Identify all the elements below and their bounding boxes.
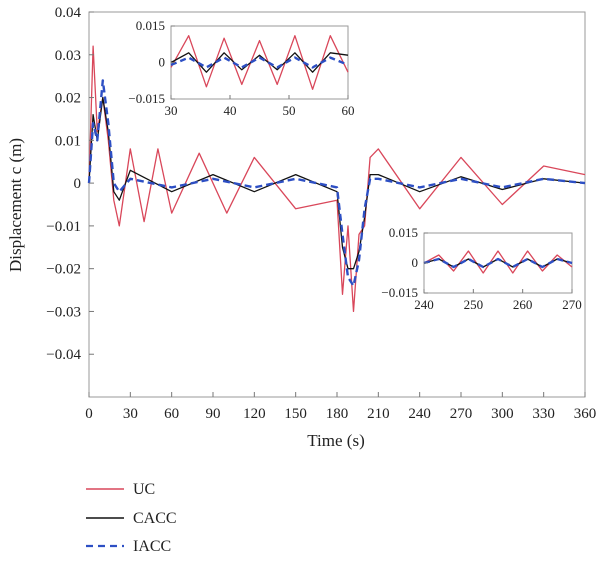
x-tick-label: 300 bbox=[491, 406, 514, 422]
y-tick-label: −0.04 bbox=[46, 347, 81, 363]
x-tick-label: 120 bbox=[243, 406, 266, 422]
x-axis-title: Time (s) bbox=[307, 431, 364, 450]
x-tick-label: 240 bbox=[408, 406, 431, 422]
x-tick-label: 270 bbox=[450, 406, 473, 422]
inset-x-tick-label: 240 bbox=[414, 297, 434, 312]
inset-x-tick-label: 40 bbox=[224, 103, 237, 118]
y-tick-label: 0.04 bbox=[55, 5, 82, 21]
inset-series-line-uc bbox=[423, 250, 573, 274]
inset-y-tick-label: −0.015 bbox=[128, 91, 165, 106]
inset-x-tick-label: 250 bbox=[464, 297, 484, 312]
inset-frame bbox=[170, 25, 349, 100]
inset-x-tick-label: 270 bbox=[562, 297, 582, 312]
inset-series-line-uc bbox=[170, 35, 349, 90]
x-tick-label: 360 bbox=[574, 406, 597, 422]
y-tick-label: −0.03 bbox=[46, 304, 81, 320]
x-tick-label: 180 bbox=[326, 406, 349, 422]
inset-series-line-iacc bbox=[423, 257, 573, 269]
legend-label-cacc: CACC bbox=[133, 510, 177, 527]
legend-item-uc: UC bbox=[86, 481, 155, 498]
legend-label-uc: UC bbox=[133, 481, 155, 498]
inset-240-270: 240 250 260 270 0.015 0 −0.015 bbox=[381, 225, 581, 312]
y-tick-label: 0.01 bbox=[55, 133, 81, 149]
inset-y-tick-label: 0.015 bbox=[136, 18, 165, 33]
x-tick-label: 210 bbox=[367, 406, 390, 422]
legend-label-iacc: IACC bbox=[133, 538, 171, 555]
y-tick-label: −0.01 bbox=[46, 219, 81, 235]
y-tick-label: 0 bbox=[74, 176, 82, 192]
inset-x-tick-label: 30 bbox=[165, 103, 178, 118]
y-tick-label: 0.02 bbox=[55, 91, 81, 107]
y-tick-label: −0.02 bbox=[46, 262, 81, 278]
y-axis-title: Displacement c (m) bbox=[6, 138, 25, 272]
axes-layer: 0 30 60 90 120 150 180 210 240 270 300 330 3600.040.… bbox=[46, 5, 596, 422]
inset-30-60: 30 40 50 60 0.015 0 −0.015 bbox=[128, 18, 354, 118]
x-tick-label: 30 bbox=[123, 406, 138, 422]
inset-y-tick-label: −0.015 bbox=[381, 285, 418, 300]
inset-x-tick-label: 260 bbox=[513, 297, 533, 312]
series-layer bbox=[87, 45, 586, 313]
inset-series-line-cacc bbox=[170, 52, 349, 73]
inset-y-tick-label: 0.015 bbox=[389, 225, 418, 240]
legend: UC CACC IACC bbox=[86, 481, 177, 555]
x-tick-label: 330 bbox=[532, 406, 555, 422]
inset-y-tick-label: 0 bbox=[412, 255, 419, 270]
x-tick-label: 60 bbox=[164, 406, 179, 422]
inset-series-line-iacc bbox=[170, 56, 349, 69]
inset-y-tick-label: 0 bbox=[159, 55, 166, 70]
inset-x-tick-label: 50 bbox=[283, 103, 296, 118]
series-line-iacc bbox=[87, 79, 586, 287]
legend-item-iacc: IACC bbox=[86, 538, 171, 555]
y-tick-label: 0.03 bbox=[55, 48, 81, 64]
x-tick-label: 150 bbox=[284, 406, 307, 422]
legend-item-cacc: CACC bbox=[86, 510, 177, 527]
x-tick-label: 0 bbox=[85, 406, 93, 422]
x-tick-label: 90 bbox=[206, 406, 221, 422]
inset-x-tick-label: 60 bbox=[342, 103, 355, 118]
